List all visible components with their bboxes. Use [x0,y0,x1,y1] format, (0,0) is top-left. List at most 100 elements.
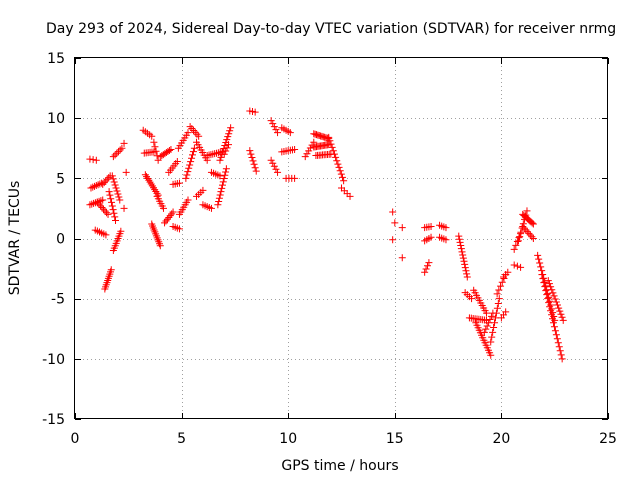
data-point [291,145,299,153]
data-point [398,254,406,262]
x-tick-label: 20 [492,431,510,447]
data-point [188,125,196,133]
data-point [207,204,215,212]
data-point [468,295,476,303]
data-point [554,339,562,347]
data-point [223,144,231,152]
data-point [169,208,177,216]
data-point [482,309,490,317]
data-point [150,138,158,146]
data-point [494,299,502,307]
data-point [556,307,564,315]
data-point [398,224,406,232]
data-point [108,172,116,180]
data-point [549,315,557,323]
data-point [98,204,106,212]
data-point [457,245,465,253]
data-point [220,150,228,158]
data-point [559,316,567,324]
data-point [346,192,354,200]
data-point [175,225,183,233]
y-tick-label: 15 [47,51,65,67]
data-point [175,179,183,187]
data-point [329,147,337,155]
data-point [120,139,128,147]
data-point [267,117,275,125]
data-point [216,191,224,199]
data-point [547,307,555,315]
data-point [222,147,230,155]
data-point [334,160,342,168]
data-point [544,295,552,303]
data-point [538,271,546,279]
data-point [489,328,497,336]
data-point [529,220,537,228]
data-point [90,199,98,207]
data-point [423,262,431,270]
data-point [303,150,311,158]
data-point [483,322,491,330]
data-point [107,195,115,203]
data-point [199,186,207,194]
data-point [516,233,524,241]
data-point [487,312,495,320]
data-point [543,291,551,299]
data-point [111,213,119,221]
data-point [113,149,121,157]
data-point [557,351,565,359]
x-tick-labels: 0 5 10 15 20 25 [71,431,617,447]
data-point [480,328,488,336]
data-point [492,309,500,317]
y-tick-label: -15 [42,412,65,428]
data-point [272,126,280,134]
data-point [534,251,542,259]
data-point [251,108,259,116]
data-point [113,187,121,195]
data-point [116,146,124,154]
data-point [91,182,99,190]
data-point [92,182,100,190]
data-point [305,147,313,155]
data-point [523,207,531,215]
data-point [120,204,128,212]
data-point [486,316,494,324]
data-point [162,217,170,225]
data-point [490,324,498,332]
data-point [548,311,556,319]
data-point [491,314,499,322]
grid-lines [75,58,608,419]
data-point [520,224,528,232]
data-point [214,201,222,209]
data-point [537,263,545,271]
data-point [163,215,171,223]
data-point [325,133,333,141]
data-point [96,202,104,210]
data-point [330,150,338,158]
data-point [497,282,505,290]
data-point [269,120,277,128]
data-point [225,141,233,149]
data-point [427,222,435,230]
data-point [463,273,471,281]
data-point [87,184,95,192]
data-point [112,184,120,192]
data-point [89,156,97,164]
data-point [391,219,399,227]
data-point [502,308,510,316]
data-point [246,147,254,155]
y-tick-label: 10 [47,111,65,127]
data-point [148,132,156,140]
y-axis-title: SDTVAR / TECUs [7,181,23,296]
data-point [166,212,174,220]
data-point [547,283,555,291]
data-point [223,136,231,144]
data-point [250,160,258,168]
data-point [526,231,534,239]
data-point [156,242,164,250]
data-point [551,295,559,303]
data-point [529,235,537,242]
data-point [457,242,465,250]
data-point [103,209,111,217]
data-point [546,303,554,311]
data-point [458,248,466,256]
